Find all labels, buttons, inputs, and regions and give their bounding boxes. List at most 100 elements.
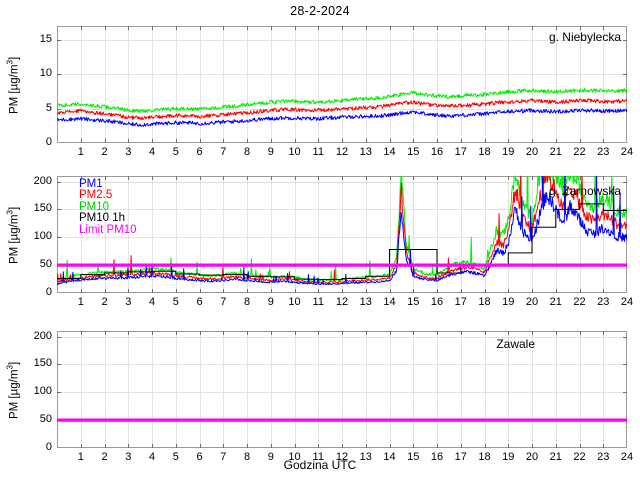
- x-tick-label: 15: [407, 451, 420, 463]
- x-tick-label: 1: [77, 451, 84, 463]
- x-tick-label: 23: [597, 451, 610, 463]
- x-tick-label: 16: [430, 146, 444, 158]
- legend: PM1 PM2.5 PM10 PM10 1h Limit PM10: [79, 178, 137, 236]
- x-tick-label: 13: [359, 296, 372, 308]
- x-tick-label: 23: [597, 296, 610, 308]
- x-tick-label: 4: [148, 451, 156, 463]
- station-label-zawale: Zawale: [496, 337, 535, 351]
- x-tick-label: 7: [220, 296, 227, 308]
- y-tick-label: 0: [45, 136, 52, 148]
- x-tick-label: 19: [502, 146, 515, 158]
- x-tick-label: 3: [125, 146, 132, 158]
- x-tick-label: 23: [597, 146, 610, 158]
- x-tick-label: 9: [267, 146, 274, 158]
- y-tick-label: 0: [45, 286, 52, 298]
- x-tick-label: 2: [101, 146, 108, 158]
- x-tick-label: 17: [454, 451, 467, 463]
- x-tick-label: 16: [430, 451, 444, 463]
- y-tick-label: 50: [39, 413, 52, 426]
- x-tick-label: 20: [525, 451, 539, 463]
- x-tick-label: 18: [478, 296, 491, 308]
- x-tick-label: 8: [243, 296, 251, 308]
- x-tick-label: 5: [172, 146, 179, 158]
- x-tick-label: 12: [335, 451, 349, 463]
- x-tick-label: 20: [525, 296, 539, 308]
- x-tick-label: 2: [101, 296, 108, 308]
- station-label-zarnowska: g. Żarnowska: [548, 184, 621, 198]
- y-tick-label: 50: [39, 258, 52, 271]
- y-tick-label: 0: [45, 441, 52, 453]
- x-tick-label: 11: [312, 146, 324, 158]
- panel-3-plot: [57, 331, 627, 448]
- x-axis-title: Godzina UTC: [283, 458, 357, 472]
- page-title: 28-2-2024: [290, 4, 350, 18]
- legend-item-limit-pm10: Limit PM10: [79, 223, 137, 236]
- x-tick-label: 18: [478, 146, 491, 158]
- x-tick-label: 14: [383, 451, 396, 463]
- x-tick-label: 15: [407, 296, 420, 308]
- panel-niebylecka: g. Niebylecka: [57, 26, 627, 143]
- legend-item-pm10-1h: PM10 1h: [79, 212, 126, 225]
- x-tick-label: 6: [196, 296, 203, 308]
- x-tick-label: 17: [454, 146, 467, 158]
- x-tick-label: 22: [573, 296, 586, 308]
- x-tick-label: 7: [220, 146, 227, 158]
- x-tick-label: 24: [620, 146, 634, 158]
- x-tick-label: 3: [125, 451, 132, 463]
- x-tick-label: 6: [196, 451, 203, 463]
- x-tick-label: 15: [407, 146, 420, 158]
- legend-item-pm1: PM1: [79, 178, 103, 190]
- y-tick-label: 150: [33, 357, 52, 370]
- y-tick-label: 200: [33, 329, 52, 342]
- x-tick-label: 10: [288, 146, 301, 158]
- y-tick-label: 150: [33, 202, 52, 215]
- x-tick-label: 4: [148, 146, 156, 158]
- y-axis-close: ]: [8, 56, 21, 60]
- x-tick-label: 11: [312, 451, 324, 463]
- legend-item-pm10: PM10: [79, 200, 110, 213]
- x-tick-label: 22: [573, 451, 586, 463]
- x-tick-label: 12: [335, 146, 349, 158]
- x-tick-label: 8: [243, 451, 251, 463]
- x-tick-label: 9: [267, 451, 274, 463]
- x-tick-label: 2: [101, 451, 108, 463]
- x-tick-label: 24: [620, 451, 634, 463]
- x-tick-label: 12: [335, 296, 349, 308]
- x-tick-label: 11: [312, 296, 324, 308]
- x-tick-label: 21: [549, 146, 562, 158]
- x-tick-label: 10: [288, 296, 301, 308]
- x-tick-label: 13: [359, 451, 372, 463]
- y-tick-label: 5: [45, 101, 52, 114]
- x-tick-label: 17: [454, 296, 467, 308]
- x-tick-label: 5: [172, 296, 179, 308]
- x-tick-label: 21: [549, 451, 562, 463]
- x-tick-label: 1: [77, 296, 84, 308]
- legend-item-pm25: PM2.5: [79, 189, 113, 202]
- x-tick-label: 22: [573, 146, 586, 158]
- x-tick-label: 18: [478, 451, 491, 463]
- x-tick-label: 9: [267, 296, 274, 308]
- station-label-niebylecka: g. Niebylecka: [548, 30, 621, 44]
- x-tick-label: 14: [383, 146, 396, 158]
- y-tick-label: 10: [39, 67, 52, 80]
- x-tick-label: 14: [383, 296, 396, 308]
- x-tick-label: 1: [77, 146, 84, 158]
- panel-2-plot: [57, 176, 627, 293]
- x-tick-label: 20: [525, 146, 539, 158]
- x-tick-label: 13: [359, 146, 372, 158]
- x-tick-label: 8: [243, 146, 251, 158]
- x-tick-label: 19: [502, 451, 515, 463]
- panel-zawale: Zawale: [57, 331, 627, 448]
- y-tick-label: 15: [39, 32, 52, 45]
- x-tick-label: 24: [620, 296, 634, 308]
- y-tick-label: 100: [33, 230, 52, 243]
- y-axis-exp: 3: [5, 59, 15, 65]
- y-tick-label: 200: [33, 174, 52, 187]
- x-tick-label: 21: [549, 296, 562, 308]
- x-tick-label: 4: [148, 296, 156, 308]
- x-tick-label: 7: [220, 451, 227, 463]
- x-tick-label: 10: [288, 451, 301, 463]
- panel-zarnowska: g. Żarnowska PM1 PM2.5 PM10 PM10 1h Limi…: [57, 176, 627, 293]
- x-tick-label: 19: [502, 296, 515, 308]
